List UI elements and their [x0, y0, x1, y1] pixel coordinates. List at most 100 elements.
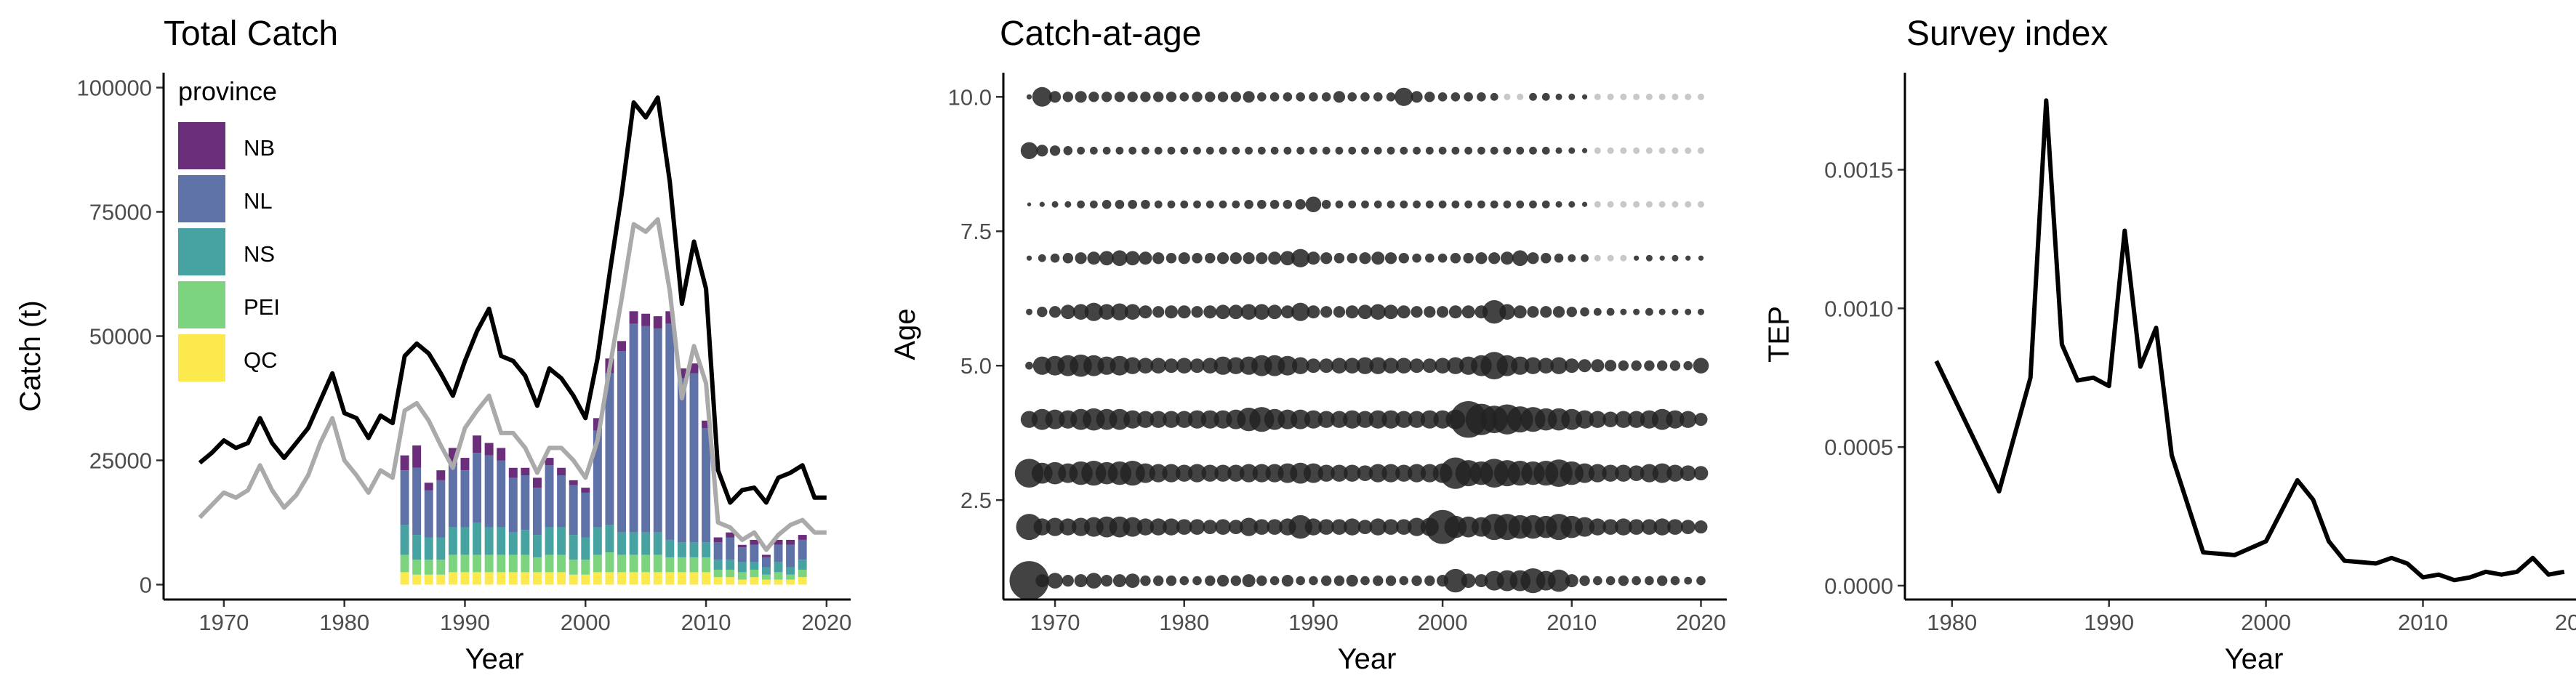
age-bubble	[1125, 573, 1140, 589]
bar-qc	[521, 572, 530, 585]
age-bubble	[1110, 355, 1130, 376]
bar-nb	[653, 316, 662, 329]
age-bubble	[1344, 358, 1360, 374]
bar-nb	[593, 418, 602, 431]
age-bubble	[1075, 91, 1087, 103]
bar-ns	[448, 527, 457, 555]
age-bubble	[1670, 576, 1680, 586]
age-bubble	[1499, 304, 1515, 320]
bar-pei	[702, 557, 711, 573]
age-bubble	[1283, 92, 1293, 102]
y-tick-label: 0.0005	[1824, 435, 1893, 460]
age-bubble	[1652, 463, 1672, 483]
age-bubble	[1192, 253, 1203, 264]
age-bubble	[1461, 573, 1476, 589]
age-bubble	[1089, 146, 1098, 155]
age-bubble	[1331, 411, 1348, 428]
bar-nl	[629, 323, 638, 533]
age-bubble	[1009, 561, 1049, 601]
age-bubble	[1227, 464, 1245, 482]
age-bubble	[1128, 146, 1137, 155]
age-bubble	[1267, 304, 1283, 320]
age-bubble	[1594, 254, 1601, 262]
y-tick-label: 0.0010	[1824, 296, 1893, 321]
bar-ns	[617, 532, 626, 555]
legend-key-pei	[178, 281, 225, 328]
bar-nb	[436, 470, 446, 480]
bar-nb	[508, 467, 518, 478]
bar-nl	[689, 373, 699, 543]
age-bubble	[1088, 92, 1099, 102]
bar-pei	[726, 569, 735, 578]
age-bubble	[1333, 575, 1345, 586]
age-bubble	[1228, 520, 1243, 535]
age-bubble	[1242, 574, 1256, 588]
x-axis-label: Year	[2225, 643, 2284, 675]
age-bubble	[1685, 308, 1692, 315]
age-bubble	[1361, 200, 1369, 209]
age-bubble	[1620, 308, 1627, 315]
bar-nb	[641, 313, 651, 326]
age-bubble	[1672, 147, 1679, 154]
age-bubble	[1320, 575, 1332, 586]
age-bubble	[1383, 358, 1399, 374]
bar-pei	[665, 557, 675, 573]
bar-nb	[521, 467, 530, 476]
bar-nl	[557, 475, 566, 528]
bar-pei	[508, 554, 518, 573]
bar-nl	[436, 480, 446, 538]
age-bubble	[1450, 92, 1461, 102]
age-bubble	[1257, 146, 1266, 155]
age-bubble	[1016, 514, 1043, 541]
bar-qc	[593, 572, 602, 585]
age-bubble	[1214, 464, 1232, 482]
age-bubble	[1679, 411, 1697, 428]
x-tick-label: 2000	[2241, 610, 2291, 635]
panel-title: Catch-at-age	[1000, 15, 1201, 53]
age-bubble	[1357, 465, 1373, 481]
bar-nl	[508, 477, 518, 533]
age-bubble	[1124, 304, 1141, 320]
age-bubble	[1321, 199, 1331, 209]
y-tick-label: 2.5	[960, 488, 992, 513]
age-bubble	[1373, 92, 1383, 102]
age-bubble	[1303, 463, 1323, 483]
age-bubble	[1039, 201, 1045, 207]
age-bubble	[1176, 464, 1193, 482]
age-bubble	[1347, 253, 1357, 264]
age-bubble	[1346, 575, 1358, 587]
bar-ns	[532, 535, 542, 557]
age-bubble	[1228, 304, 1243, 320]
bar-pei	[593, 554, 602, 573]
age-bubble	[1127, 92, 1138, 102]
age-bubble	[1026, 255, 1032, 261]
age-bubble	[1607, 201, 1614, 208]
age-bubble	[1672, 201, 1679, 208]
age-bubble	[1227, 357, 1245, 374]
age-bubble	[1140, 575, 1151, 586]
survey-index-line	[1934, 98, 2565, 583]
age-bubble	[1568, 147, 1576, 154]
age-bubble	[1187, 410, 1207, 429]
age-bubble	[1395, 87, 1413, 106]
age-bubble	[1400, 146, 1408, 155]
legend-label-pei: PEI	[244, 294, 280, 320]
age-bubble	[1581, 254, 1589, 262]
bar-nl	[786, 544, 795, 568]
bar-ns	[665, 539, 675, 557]
bar-nb	[702, 420, 711, 429]
bar-nl	[424, 490, 433, 538]
age-bubble	[1422, 358, 1437, 374]
age-bubble	[1321, 92, 1331, 102]
age-bubble	[1291, 249, 1310, 267]
age-bubble	[1356, 357, 1374, 374]
age-bubble	[1645, 93, 1653, 100]
bar-nl	[581, 492, 590, 538]
age-bubble	[1193, 146, 1201, 155]
bar-pei	[581, 560, 590, 575]
age-bubble	[1607, 254, 1614, 262]
bar-nl	[532, 488, 542, 536]
bar-qc	[665, 572, 675, 585]
bar-pei	[713, 569, 723, 578]
age-bubble	[1606, 307, 1615, 316]
